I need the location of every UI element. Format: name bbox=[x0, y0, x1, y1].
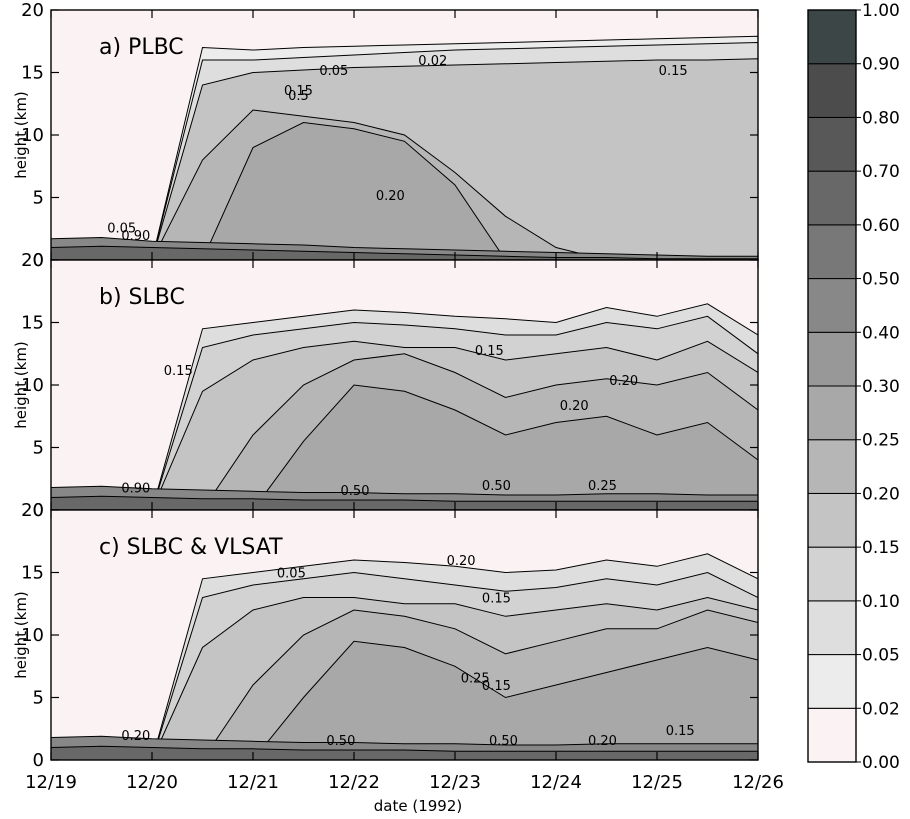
colorbar-swatch bbox=[807, 63, 857, 118]
y-axis-label: height (km) bbox=[12, 591, 30, 679]
y-axis-label: height (km) bbox=[12, 91, 30, 179]
contour-label: 0.20 bbox=[560, 399, 589, 414]
colorbar-swatch bbox=[807, 116, 857, 172]
panel-c: 0 5 10 15 20 height (km) c) SLBC & VLSAT 0.05 0.… bbox=[12, 500, 759, 771]
contour-band-0.60 bbox=[51, 495, 758, 510]
y-tick-label: 10 bbox=[21, 375, 44, 396]
contour-label: 0.5 bbox=[288, 89, 309, 104]
colorbar-label: 0.40 bbox=[862, 323, 900, 343]
contour-label: 0.05 bbox=[107, 222, 136, 237]
x-axis: 12/19 12/20 12/21 12/22 12/23 12/24 12/25 12/26 bbox=[25, 772, 784, 793]
contour-label: 0.05 bbox=[277, 567, 306, 582]
contour-band-0.60 bbox=[51, 245, 758, 260]
colorbar-swatch bbox=[807, 224, 857, 280]
colorbar-label: 0.90 bbox=[862, 55, 900, 75]
panel-title: a) PLBC bbox=[99, 35, 184, 60]
colorbar-swatch bbox=[807, 385, 857, 441]
colorbar-label: 0.60 bbox=[862, 216, 900, 236]
contour-label: 0.15 bbox=[164, 364, 193, 379]
x-tick-label: 12/21 bbox=[227, 772, 279, 793]
colorbar-label: 0.15 bbox=[862, 538, 900, 558]
y-tick-label: 5 bbox=[33, 688, 44, 709]
y-tick-label: 5 bbox=[33, 438, 44, 459]
contour-label: 0.02 bbox=[418, 54, 447, 69]
panel-title: b) SLBC bbox=[99, 285, 185, 310]
x-tick-label: 12/23 bbox=[429, 772, 481, 793]
contour-band-0.25 bbox=[51, 384, 758, 510]
colorbar-label: 0.80 bbox=[862, 108, 900, 128]
contour-label: 0.15 bbox=[659, 64, 688, 79]
contour-label: 0.15 bbox=[475, 344, 504, 359]
colorbar-swatch bbox=[807, 331, 857, 387]
y-tick-label: 15 bbox=[21, 313, 44, 334]
contour-band-0.25 bbox=[51, 121, 758, 260]
panel-b: 0 5 10 15 20 height (km) b) SLBC 0.15 0.20 0.15 0.… bbox=[12, 250, 759, 521]
x-tick-label: 12/22 bbox=[328, 772, 380, 793]
colorbar-label: 1.00 bbox=[862, 1, 900, 21]
colorbar-swatch bbox=[807, 600, 857, 656]
contour-label: 0.25 bbox=[461, 672, 490, 687]
y-axis-label: height (km) bbox=[12, 341, 30, 429]
contour-label: 0.90 bbox=[121, 229, 150, 244]
colorbar-label: 0.20 bbox=[862, 484, 900, 504]
contour-label: 0.15 bbox=[284, 84, 313, 99]
y-tick-label: 0 bbox=[33, 250, 44, 271]
x-tick-label: 12/26 bbox=[732, 772, 784, 793]
colorbar-swatch bbox=[807, 278, 857, 333]
colorbar-swatch bbox=[807, 170, 857, 226]
contour-label: 0.15 bbox=[482, 679, 511, 694]
x-tick-label: 12/25 bbox=[631, 772, 683, 793]
y-tick-label: 10 bbox=[21, 625, 44, 646]
y-tick-label: 10 bbox=[21, 125, 44, 146]
x-axis-label: date (1992) bbox=[374, 797, 462, 815]
colorbar-label: 0.70 bbox=[862, 162, 900, 182]
contour-band-0.25 bbox=[51, 640, 758, 760]
contour-label: 0.20 bbox=[609, 374, 638, 389]
panel-title: c) SLBC & VLSAT bbox=[99, 535, 283, 560]
y-tick-label: 15 bbox=[21, 63, 44, 84]
x-tick-label: 12/24 bbox=[530, 772, 582, 793]
y-tick-label: 0 bbox=[33, 750, 44, 771]
contour-label: 0.05 bbox=[319, 64, 348, 79]
colorbar-label: 0.30 bbox=[862, 377, 900, 397]
colorbar-label: 0.25 bbox=[862, 431, 900, 451]
colorbar-swatch bbox=[807, 546, 857, 602]
colorbar-swatch bbox=[807, 9, 857, 65]
colorbar-label: 0.00 bbox=[862, 753, 900, 773]
contour-label: 0.90 bbox=[121, 482, 150, 497]
contour-label: 0.20 bbox=[447, 554, 476, 569]
contour-label: 0.15 bbox=[482, 592, 511, 607]
contour-label: 0.50 bbox=[482, 479, 511, 494]
y-tick-label: 15 bbox=[21, 563, 44, 584]
y-tick-label: 5 bbox=[33, 188, 44, 209]
x-tick-label: 12/20 bbox=[126, 772, 178, 793]
y-tick-label: 0 bbox=[33, 500, 44, 521]
colorbar-swatch bbox=[807, 439, 857, 494]
y-tick-label: 20 bbox=[21, 0, 44, 21]
contour-label: 0.25 bbox=[588, 479, 617, 494]
colorbar: 0.00 0.02 0.05 0.10 0.15 0.20 0.25 0.30 0.40 0.50… bbox=[807, 1, 900, 773]
contour-label: 0.20 bbox=[376, 189, 405, 204]
colorbar-label: 0.02 bbox=[862, 699, 900, 719]
colorbar-label: 0.10 bbox=[862, 592, 900, 612]
x-tick-label: 12/19 bbox=[25, 772, 77, 793]
contour-label: 0.50 bbox=[326, 734, 355, 749]
y-tick-label: 20 bbox=[21, 250, 44, 271]
colorbar-label: 0.05 bbox=[862, 646, 900, 666]
colorbar-swatch bbox=[807, 654, 857, 709]
contour-label: 0.20 bbox=[588, 734, 617, 749]
contour-band-0.60 bbox=[51, 745, 758, 760]
contour-label: 0.15 bbox=[666, 724, 695, 739]
y-tick-label: 20 bbox=[21, 500, 44, 521]
contour-label: 0.50 bbox=[341, 484, 370, 499]
colorbar-label: 0.50 bbox=[862, 270, 900, 290]
contour-label: 0.50 bbox=[489, 734, 518, 749]
colorbar-swatch bbox=[807, 707, 857, 763]
colorbar-swatch bbox=[807, 492, 857, 548]
contour-label: 0.20 bbox=[121, 729, 150, 744]
